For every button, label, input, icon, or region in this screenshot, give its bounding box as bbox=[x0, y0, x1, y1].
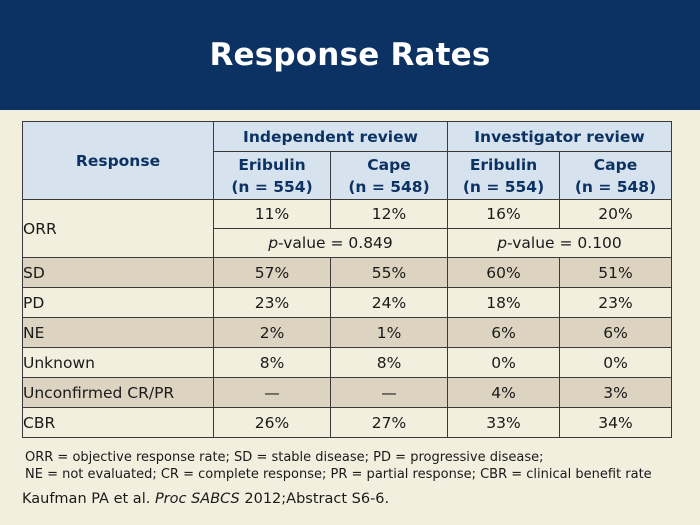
table-row: Unconfirmed CR/PR — —4% 3% bbox=[22, 377, 672, 408]
slide-title: Response Rates bbox=[209, 37, 491, 73]
table-cell: 0% bbox=[447, 347, 560, 378]
row-label: Unknown bbox=[22, 347, 214, 378]
table-cell: 4% bbox=[447, 377, 560, 408]
arm-header: Cape (n = 548) bbox=[559, 151, 672, 200]
row-label: NE bbox=[22, 317, 214, 348]
row-label: Unconfirmed CR/PR bbox=[22, 377, 214, 408]
citation-journal: Proc SABCS bbox=[154, 491, 240, 507]
arm-header: Eribulin (n = 554) bbox=[447, 151, 560, 200]
group-header-independent: Independent review bbox=[213, 121, 448, 152]
table-cell: 18% bbox=[447, 287, 560, 318]
table-cell: 6% bbox=[559, 317, 672, 348]
table-cell: 3% bbox=[559, 377, 672, 408]
p-letter: p bbox=[497, 234, 508, 252]
table-cell: 16% bbox=[447, 199, 560, 229]
row-label: SD bbox=[22, 257, 214, 288]
table-cell: 26% bbox=[213, 407, 331, 438]
citation-authors: Kaufman PA et al. bbox=[22, 491, 155, 507]
p-value-independent: p-value = 0.849 bbox=[213, 228, 448, 258]
table-cell: 20% bbox=[559, 199, 672, 229]
table-body: SD 57% 55% 60% 51% PD 23% 24% 18% 23% NE 2% 1% 6% 6% Un… bbox=[22, 257, 672, 438]
table-cell: 11% bbox=[213, 199, 331, 229]
response-column-header: Response bbox=[22, 121, 214, 200]
table-cell: 23% bbox=[559, 287, 672, 318]
table-cell: 12% bbox=[330, 199, 448, 229]
citation: Kaufman PA et al. Proc SABCS 2012;Abstra… bbox=[22, 491, 389, 507]
row-label-orr: ORR bbox=[22, 199, 214, 258]
p-value-text: -value = 0.849 bbox=[278, 234, 393, 252]
title-bar: Response Rates bbox=[0, 0, 700, 110]
response-rates-table: Response Independent review Investigator… bbox=[22, 121, 672, 438]
table-cell: 57% bbox=[213, 257, 331, 288]
arm-name: Cape bbox=[367, 155, 411, 174]
table-cell: 8% bbox=[330, 347, 448, 378]
footnote: ORR = objective response rate; SD = stab… bbox=[25, 449, 695, 483]
arm-name: Eribulin bbox=[238, 155, 306, 174]
table-cell: 60% bbox=[447, 257, 560, 288]
table-cell: 6% bbox=[447, 317, 560, 348]
arm-name: Eribulin bbox=[469, 155, 538, 174]
table-row: NE 2% 1% 6% 6% bbox=[22, 317, 672, 348]
arm-n: (n = 548) bbox=[348, 177, 430, 196]
table-cell: 34% bbox=[559, 407, 672, 438]
table-cell: 23% bbox=[213, 287, 331, 318]
row-label: CBR bbox=[22, 407, 214, 438]
footnote-line: NE = not evaluated; CR = complete respon… bbox=[25, 467, 652, 482]
citation-rest: 2012;Abstract S6-6. bbox=[239, 491, 390, 507]
table-cell: 8% bbox=[213, 347, 331, 378]
table-cell: 2% bbox=[213, 317, 331, 348]
table-row: CBR 26% 27% 33% 34% bbox=[22, 407, 672, 438]
arm-header: Eribulin (n = 554) bbox=[213, 151, 331, 200]
table-cell: — bbox=[213, 377, 331, 408]
group-header-investigator: Investigator review bbox=[447, 121, 672, 152]
table-row-pvalue: p-value = 0.849 p-value = 0.100 bbox=[23, 228, 672, 258]
p-value-investigator: p-value = 0.100 bbox=[447, 228, 672, 258]
p-letter: p bbox=[268, 234, 279, 252]
row-label: PD bbox=[22, 287, 214, 318]
table-cell: 27% bbox=[330, 407, 448, 438]
table-cell: 51% bbox=[559, 257, 672, 288]
arm-n: (n = 554) bbox=[231, 177, 313, 196]
table-cell: 1% bbox=[330, 317, 448, 348]
arm-header: Cape (n = 548) bbox=[330, 151, 448, 200]
arm-n: (n = 554) bbox=[462, 177, 545, 196]
table-row: Unknown 8% 8% 0% 0% bbox=[22, 347, 672, 378]
table-cell: 0% bbox=[559, 347, 672, 378]
table-cell: 55% bbox=[330, 257, 448, 288]
table-cell: 33% bbox=[447, 407, 560, 438]
table-header-row-groups: Response Independent review Investigator… bbox=[22, 121, 672, 200]
arm-name: Cape bbox=[593, 155, 638, 174]
table-row: PD 23% 24% 18% 23% bbox=[22, 287, 672, 318]
table-header-row-arms: Eribulin (n = 554) Cape (n = 548) Eribulin… bbox=[23, 151, 672, 200]
table-row-orr: ORR 11% 12% 16% 20% bbox=[22, 199, 672, 258]
p-value-text: -value = 0.100 bbox=[507, 234, 622, 252]
table-cell: — bbox=[330, 377, 448, 408]
footnote-line: ORR = objective response rate; SD = stab… bbox=[25, 450, 544, 465]
table-cell: 24% bbox=[330, 287, 448, 318]
arm-n: (n = 548) bbox=[574, 177, 657, 196]
table-row: SD 57% 55% 60% 51% bbox=[22, 257, 672, 288]
